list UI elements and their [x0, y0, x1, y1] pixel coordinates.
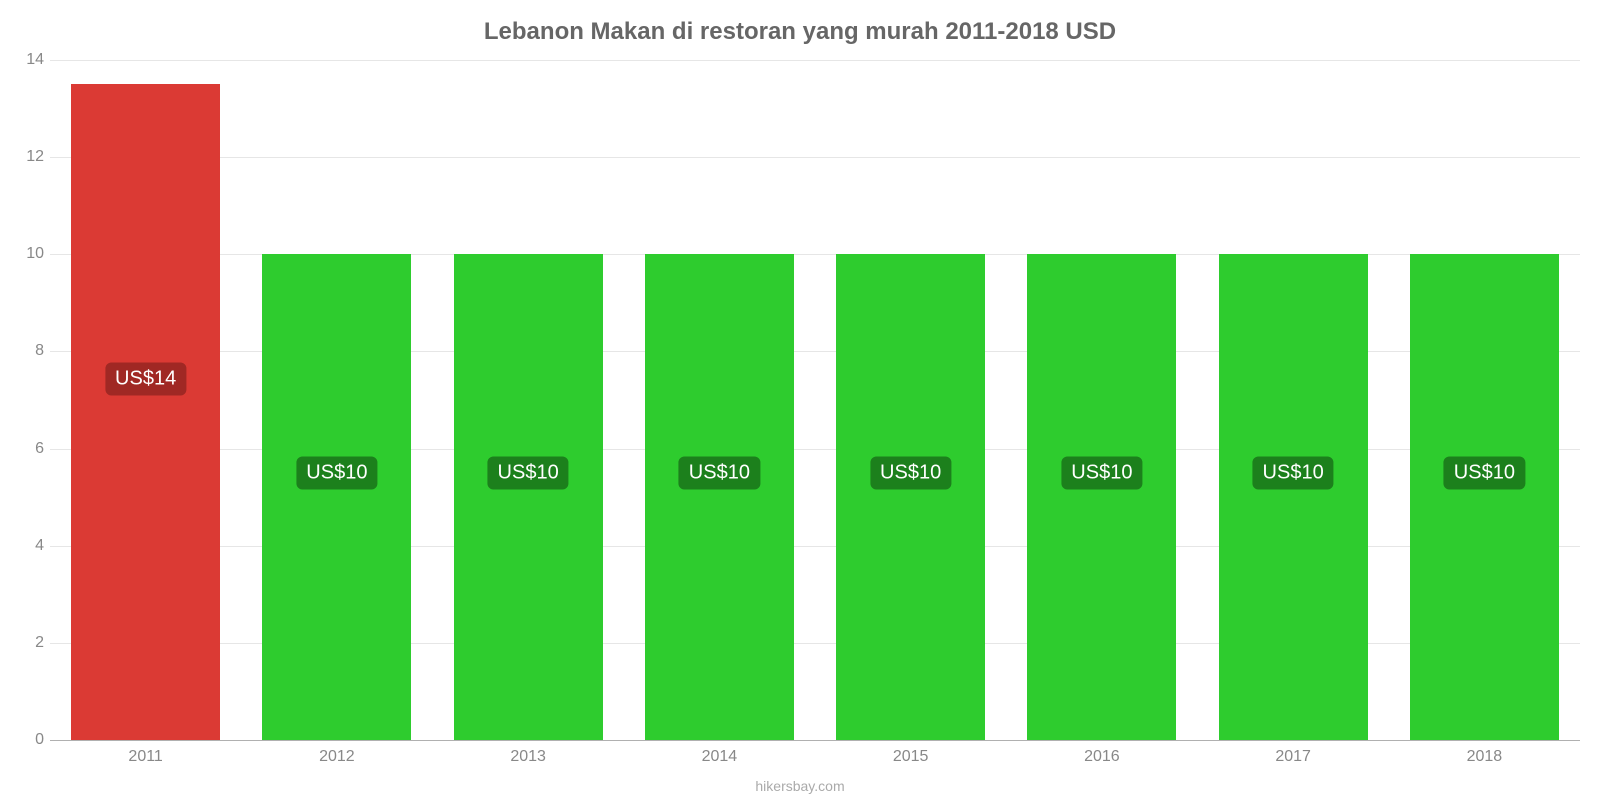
x-tick-label: 2015 — [893, 748, 929, 766]
bar — [71, 84, 220, 740]
bar-value-label: US$10 — [1253, 456, 1334, 489]
y-tick-label: 2 — [4, 634, 44, 652]
bar — [454, 254, 603, 740]
bar — [645, 254, 794, 740]
bar-value-label: US$10 — [679, 456, 760, 489]
x-tick-label: 2012 — [319, 748, 355, 766]
bar — [1410, 254, 1559, 740]
x-tick-label: 2017 — [1275, 748, 1311, 766]
bar — [836, 254, 985, 740]
plot-area: US$14 US$10 US$10 US$10 US$10 US$10 US$10 US$10 — [50, 60, 1580, 740]
bar-value-label: US$10 — [488, 456, 569, 489]
gridline — [50, 157, 1580, 158]
bar-value-label: US$10 — [1061, 456, 1142, 489]
y-tick-label: 8 — [4, 342, 44, 360]
x-tick-label: 2016 — [1084, 748, 1120, 766]
bar-value-label: US$10 — [870, 456, 951, 489]
bar — [262, 254, 411, 740]
bar — [1027, 254, 1176, 740]
y-tick-label: 10 — [4, 245, 44, 263]
chart-title: Lebanon Makan di restoran yang murah 201… — [0, 18, 1600, 46]
x-tick-label: 2014 — [702, 748, 738, 766]
bar-value-label: US$10 — [1444, 456, 1525, 489]
bar-value-label: US$10 — [296, 456, 377, 489]
bar — [1219, 254, 1368, 740]
y-tick-label: 0 — [4, 731, 44, 749]
x-tick-label: 2018 — [1467, 748, 1503, 766]
gridline — [50, 60, 1580, 61]
y-tick-label: 4 — [4, 537, 44, 555]
x-tick-label: 2013 — [510, 748, 546, 766]
chart-footer: hikersbay.com — [0, 778, 1600, 794]
y-tick-label: 6 — [4, 440, 44, 458]
x-tick-label: 2011 — [128, 748, 162, 766]
gridline — [50, 740, 1580, 741]
y-tick-label: 14 — [4, 51, 44, 69]
bar-value-label: US$14 — [105, 363, 186, 396]
y-tick-label: 12 — [4, 148, 44, 166]
